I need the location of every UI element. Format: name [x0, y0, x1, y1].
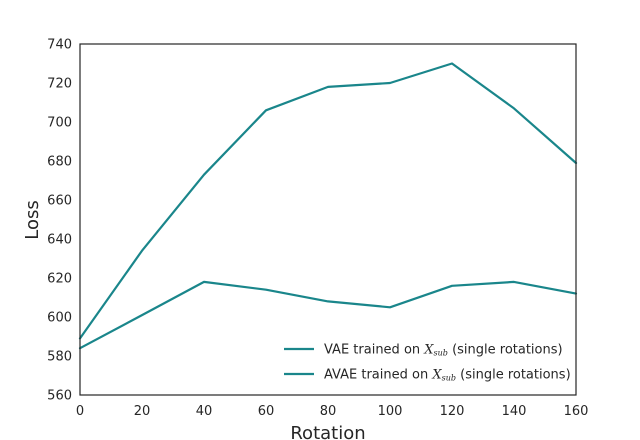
y-tick-label: 680 [47, 155, 72, 170]
plot-area [80, 44, 576, 395]
series-layer [78, 62, 578, 350]
x-tick-label: 60 [258, 404, 275, 419]
legend-entry: VAE trained on Xsub (single rotations) [324, 343, 563, 358]
y-tick-labels: 560 580 600 620 640 660 680 700 720 740 [47, 38, 72, 404]
y-axis-label: Loss [22, 200, 43, 239]
y-tick-label: 640 [47, 233, 72, 248]
x-tick-label: 160 [564, 404, 589, 419]
y-tick-label: 580 [47, 350, 72, 365]
series-line-vae [78, 62, 578, 340]
x-axis-label: Rotation [290, 423, 365, 440]
x-tick-label: 40 [196, 404, 213, 419]
x-tick-label: 100 [378, 404, 403, 419]
legend: VAE trained on Xsub (single rotations) AV… [284, 343, 571, 383]
legend-entry: AVAE trained on Xsub (single rotations) [324, 368, 571, 383]
x-tick-label: 80 [320, 404, 337, 419]
x-tick-label: 20 [134, 404, 151, 419]
y-tick-label: 700 [47, 116, 72, 131]
plot-frame [79, 43, 577, 396]
y-tick-label: 720 [47, 77, 72, 92]
y-tick-label: 600 [47, 311, 72, 326]
series-line-avae [78, 280, 578, 350]
y-tick-label: 560 [47, 389, 72, 404]
x-tick-label: 0 [76, 404, 84, 419]
y-tick-label: 740 [47, 38, 72, 53]
x-tick-label: 120 [440, 404, 465, 419]
x-tick-label: 140 [502, 404, 527, 419]
y-tick-label: 620 [47, 272, 72, 287]
y-tick-label: 660 [47, 194, 72, 209]
x-tick-labels: 0 20 40 60 80 100 120 140 160 [76, 404, 589, 419]
